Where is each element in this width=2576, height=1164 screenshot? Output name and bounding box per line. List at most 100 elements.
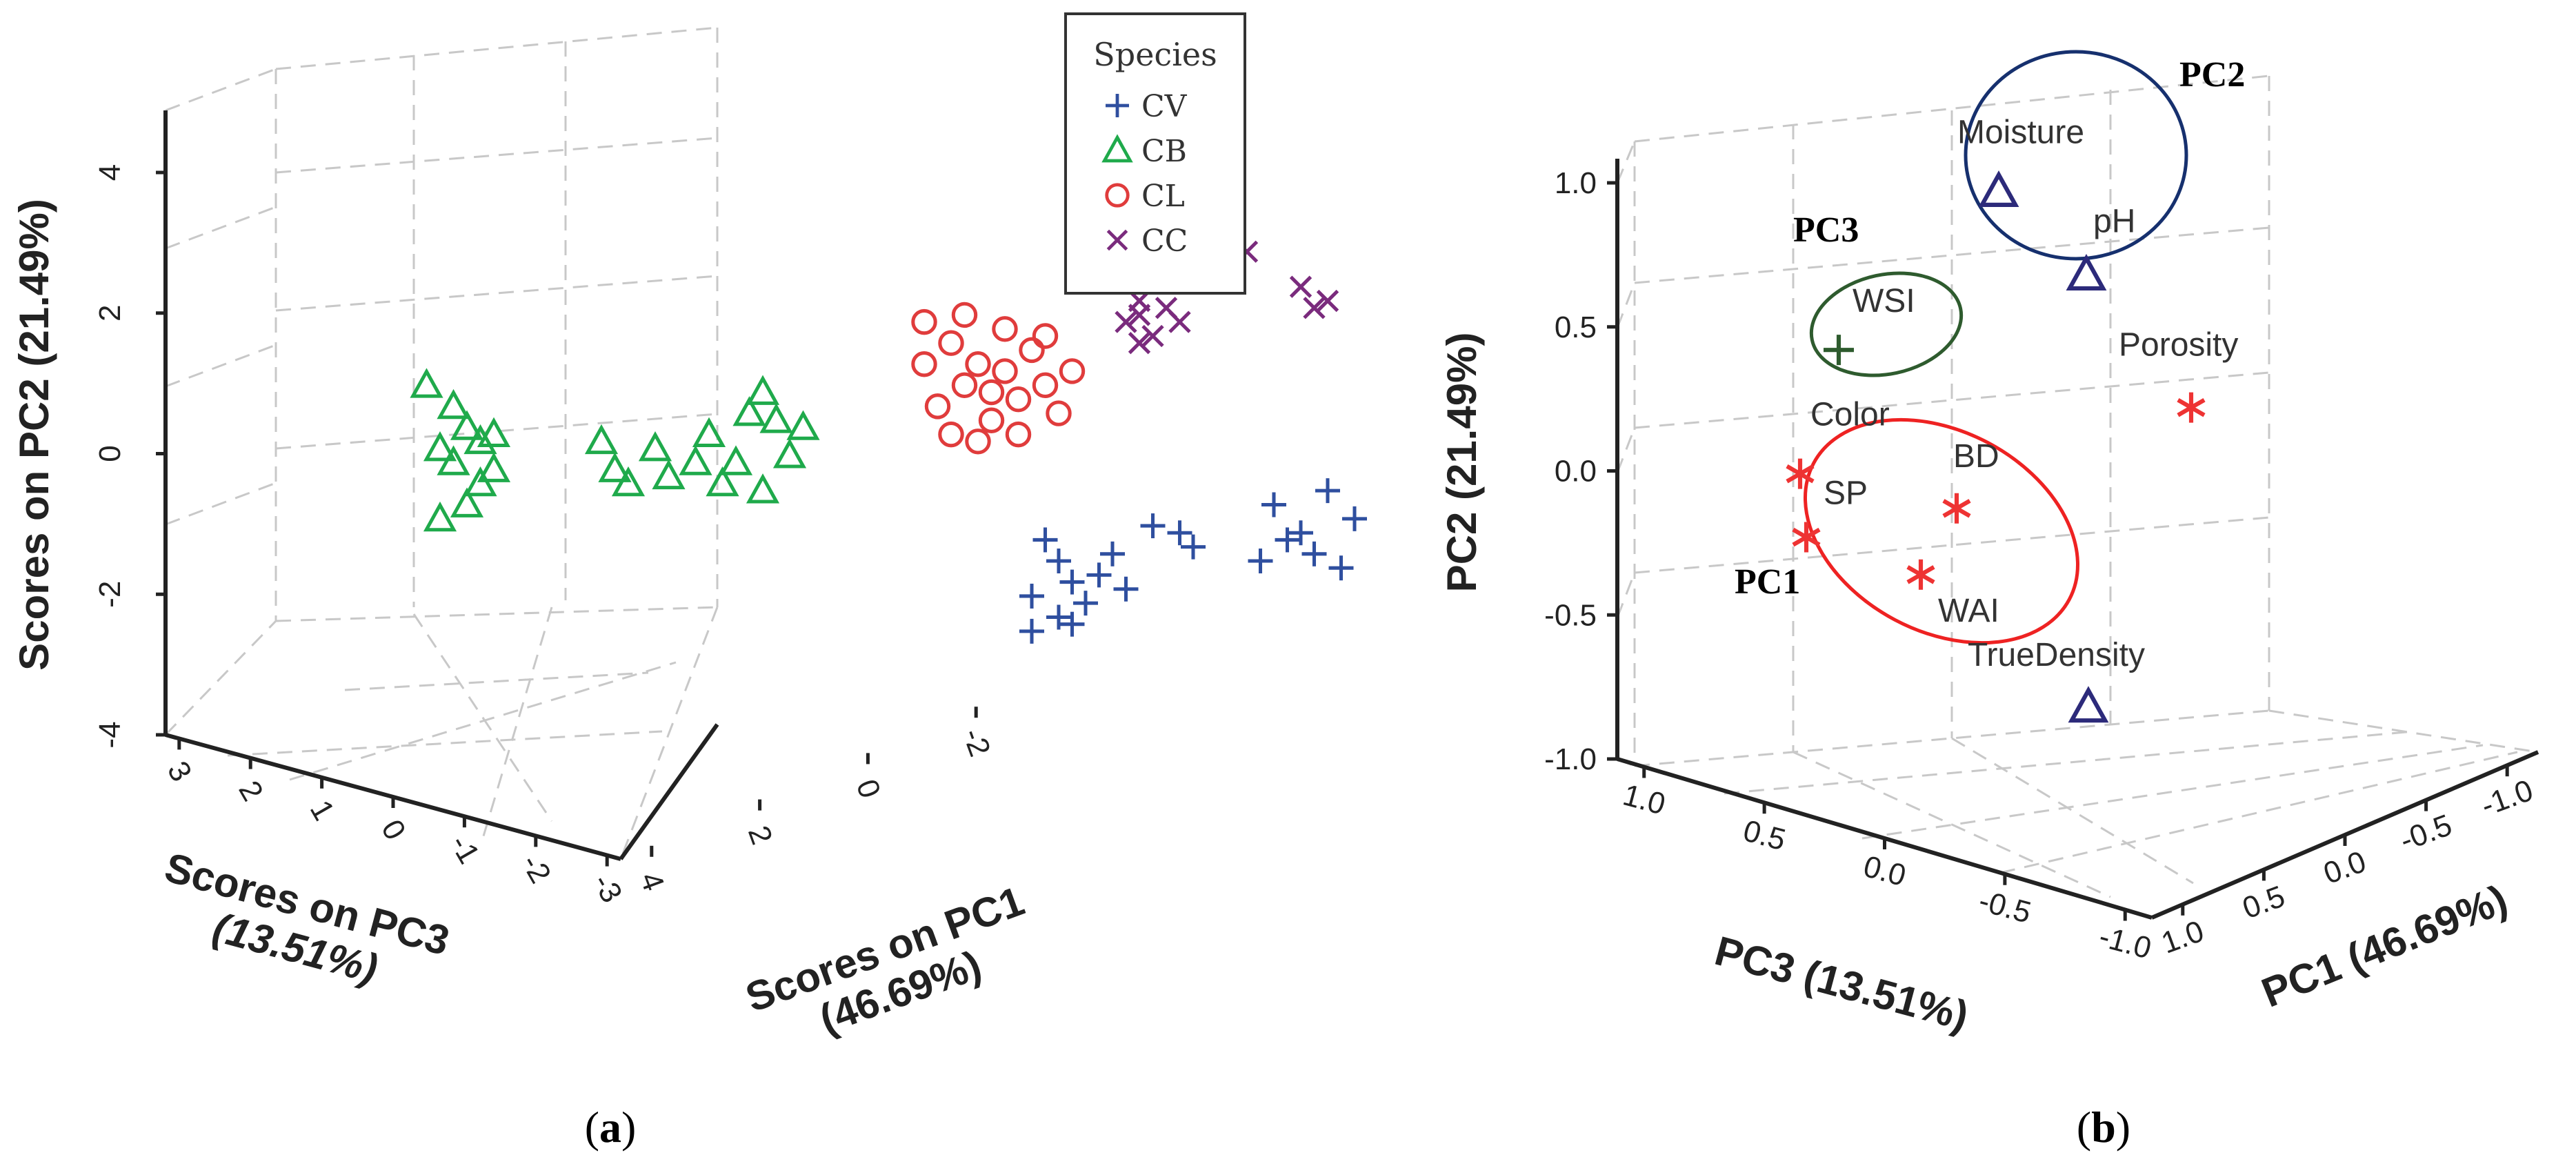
variable-label-sp: SP <box>1824 475 1868 512</box>
marker-cb <box>463 466 497 497</box>
panel-b-pc3-tick-label: 0.5 <box>1739 813 1789 857</box>
variable-marker-wai <box>1906 559 1935 590</box>
panel-a-grid <box>164 26 719 860</box>
marker-cc <box>1303 297 1326 319</box>
legend-label-cb: CB <box>1141 134 1187 169</box>
panel-b-pc3-tick-label: -1.0 <box>2095 920 2155 966</box>
group-label-pc2: PC2 <box>2179 55 2245 95</box>
marker-cl <box>1019 337 1045 364</box>
group-label-pc1: PC1 <box>1735 562 1800 602</box>
marker-cl <box>992 358 1018 384</box>
marker-cv <box>1073 591 1098 616</box>
marker-cl <box>965 351 991 377</box>
legend-entries: CV CB CL CC <box>1101 89 1188 259</box>
legend-marker-cb <box>1101 134 1133 163</box>
group-ellipse-pc1 <box>1803 417 2080 645</box>
panel-a-pc2-ticks: 4 2 0 -2 -4 <box>93 164 166 749</box>
marker-cc <box>1128 332 1151 355</box>
marker-cl <box>1046 400 1072 426</box>
panel-a-caption: (a) <box>585 1103 637 1152</box>
panel-b: 1.0 0.5 0.0 -0.5 -1.0 1.0 0.5 0.0 -0.5 -1.0 1.0 0… <box>1439 50 2539 1152</box>
panel-a-pc3-tick-label: 2 <box>232 775 270 807</box>
variable-label-truedensity: TrueDensity <box>1968 637 2145 673</box>
variable-marker-ph <box>2066 254 2107 291</box>
variable-label-moisture: Moisture <box>1957 115 2084 151</box>
marker-cb <box>679 445 712 475</box>
marker-cb <box>638 431 672 462</box>
panel-b-grid <box>1616 75 2539 898</box>
panel-b-pc1-label: PC1 (46.69%) <box>2255 876 2514 1016</box>
panel-b-points: Moisture pH WSI Porosity Color BD SP WAI TrueDen… <box>1786 115 2238 723</box>
marker-cl <box>1005 421 1032 448</box>
marker-cl <box>951 302 978 328</box>
panel-a-pc3-tick-label: 1 <box>303 795 341 827</box>
panel-a-pc3-tick-label: -1 <box>443 829 486 869</box>
variable-marker-truedensity <box>2068 686 2109 723</box>
marker-cv <box>1342 506 1367 531</box>
panel-b-pc3-tick-label: -0.5 <box>1975 884 2035 930</box>
marker-cb <box>423 431 457 462</box>
marker-cl <box>924 393 951 420</box>
panel-b-pc2-tick-label: 0.0 <box>1555 455 1597 489</box>
marker-cl <box>951 372 978 399</box>
marker-cb <box>437 445 470 475</box>
marker-cl <box>911 308 937 335</box>
marker-cb <box>611 466 646 497</box>
variable-label-wsi: WSI <box>1853 283 1915 319</box>
panel-a-pc3-label: Scores on PC3 (13.51%) <box>160 844 454 992</box>
marker-cv <box>1046 549 1071 573</box>
marker-cl <box>978 379 1005 406</box>
panel-b-pc3-tick-label: 0.0 <box>1860 849 1910 893</box>
marker-cl <box>1005 386 1032 413</box>
group-ellipse-pc3 <box>1809 271 1964 377</box>
panel-a-pc1-tick-label: 4 <box>633 868 670 896</box>
marker-cb <box>410 368 443 398</box>
group-ellipse-pc2 <box>1964 50 2188 261</box>
marker-cv <box>1167 520 1192 546</box>
panel-b-pc2-tick-label: -0.5 <box>1544 598 1597 632</box>
marker-cv <box>1046 604 1071 630</box>
marker-cv <box>1059 569 1085 595</box>
marker-cb <box>772 438 807 468</box>
legend-marker-cl <box>1105 183 1130 208</box>
marker-cl <box>1032 323 1059 349</box>
marker-cb <box>786 410 820 440</box>
marker-cb <box>746 473 780 504</box>
panel-a-pc3-tick-label: 0 <box>375 814 412 846</box>
panel-a-pc2-tick-label: 0 <box>93 445 127 462</box>
panel-b-pc2-tick-label: 1.0 <box>1555 166 1597 200</box>
panel-b-pc2-tick-label: 0.5 <box>1555 310 1597 344</box>
legend-label-cc: CC <box>1141 224 1188 259</box>
marker-cb <box>652 459 686 490</box>
panel-a-pc2-label: Scores on PC2 (21.49%) <box>11 199 57 671</box>
marker-cv <box>1261 492 1286 517</box>
variable-marker-color <box>1786 458 1815 489</box>
marker-cv <box>1288 520 1313 546</box>
marker-cv <box>1181 534 1206 560</box>
panel-b-pc1-tick-label: -1.0 <box>2477 773 2537 823</box>
marker-cb <box>692 417 726 447</box>
panel-a-pc1-label: Scores on PC1 (46.69%) <box>740 878 1030 1043</box>
marker-cl <box>1032 372 1059 399</box>
marker-cv <box>1019 618 1044 644</box>
panel-b-caption: (b) <box>2077 1103 2130 1152</box>
legend-marker-cc <box>1106 229 1128 251</box>
marker-cv <box>1328 555 1354 581</box>
marker-cb <box>746 375 780 405</box>
panel-b-pc3-label: PC3 (13.51%) <box>1710 927 1973 1039</box>
marker-cb <box>706 466 739 497</box>
panel-b-pc2-ticks: 1.0 0.5 0.0 -0.5 -1.0 <box>1544 166 1617 776</box>
panel-b-pc2-label: PC2 (21.49%) <box>1439 333 1485 593</box>
panel-a-pc2-tick-label: 2 <box>93 305 127 322</box>
panel-a-pc2-tick-label: -2 <box>93 581 127 608</box>
marker-cv <box>1032 527 1058 553</box>
variable-marker-moisture <box>1978 170 2019 207</box>
marker-cc <box>1168 310 1191 333</box>
marker-cl <box>938 330 964 356</box>
panel-b-caption-letter: b <box>2091 1103 2116 1152</box>
variable-marker-wsi <box>1824 335 1854 366</box>
legend-title: Species <box>1093 36 1217 73</box>
marker-cb <box>477 417 511 447</box>
legend-marker-cv <box>1106 94 1129 117</box>
marker-cv <box>1019 583 1044 609</box>
